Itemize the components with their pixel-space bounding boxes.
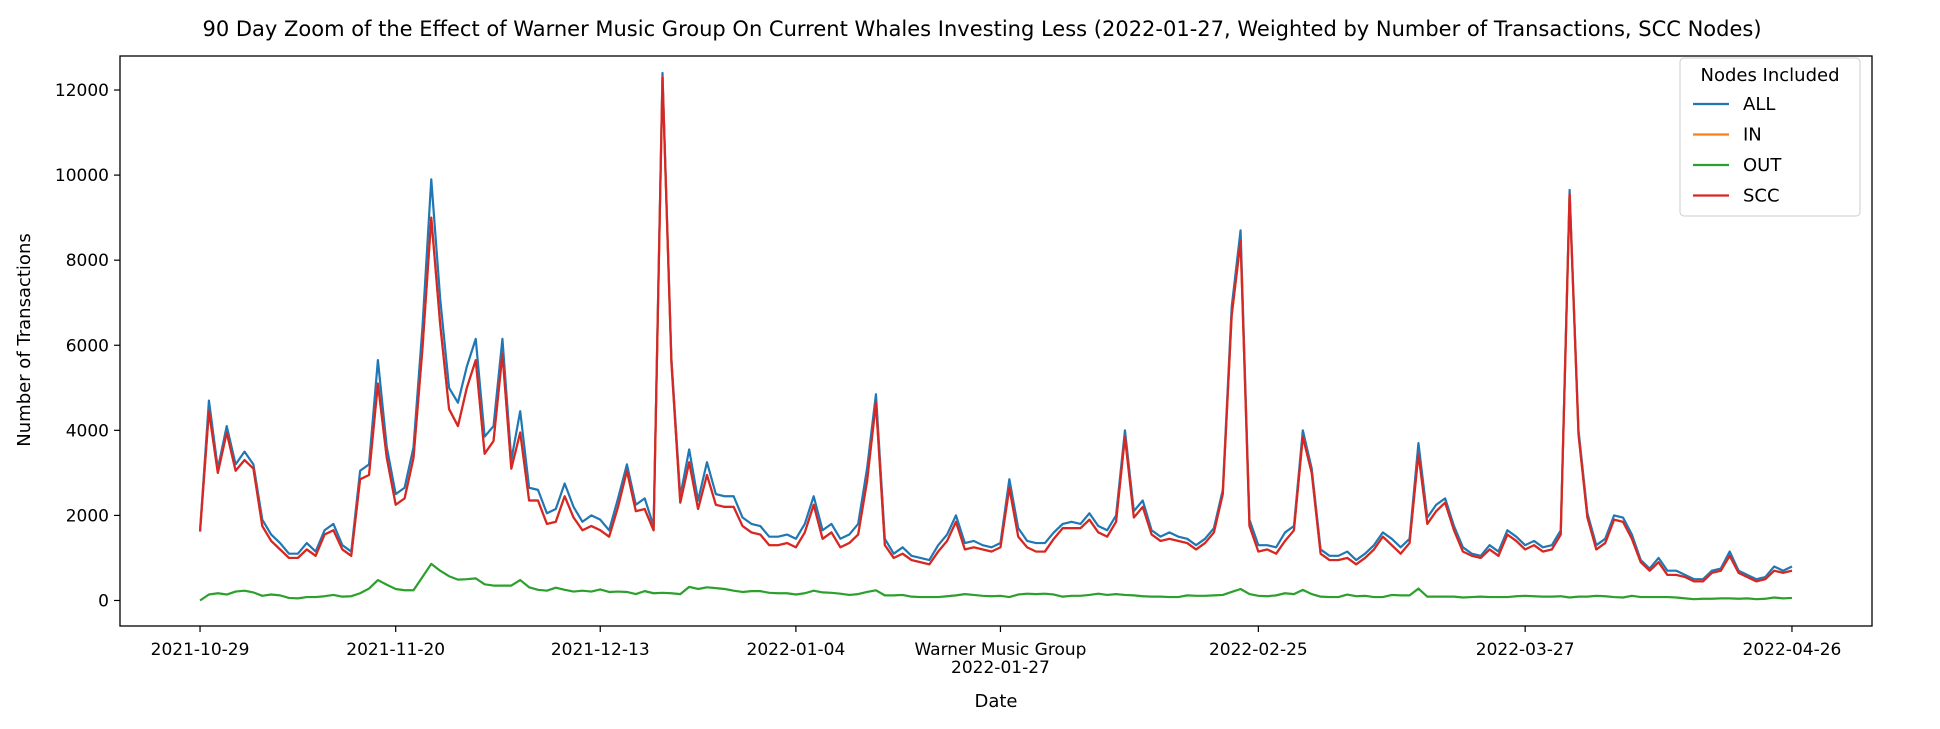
plot-area	[119, 55, 1873, 627]
legend-label-in: IN	[1743, 125, 1762, 146]
y-tick-label: 10000	[55, 166, 109, 186]
event-label: Warner Music Group	[914, 640, 1086, 660]
y-tick-label: 0	[98, 591, 109, 611]
y-tick-label: 4000	[66, 421, 109, 441]
legend-label-all: ALL	[1743, 94, 1775, 115]
event-date-label: 2022-01-27	[951, 658, 1050, 678]
series-layer	[198, 71, 1793, 602]
x-tick-label: 2022-03-27	[1476, 640, 1575, 660]
chart-title: 90 Day Zoom of the Effect of Warner Musi…	[202, 17, 1761, 41]
x-axis-label: Date	[974, 691, 1017, 712]
x-tick-label: 2021-12-13	[551, 640, 650, 660]
x-tick-label: 2021-11-20	[346, 640, 445, 660]
y-tick-label: 8000	[66, 251, 109, 271]
series-line-all	[198, 71, 1793, 581]
x-tick-label: 2022-02-25	[1209, 640, 1308, 660]
series-line-scc	[198, 76, 1793, 583]
legend-title: Nodes Included	[1700, 65, 1839, 86]
y-tick-label: 6000	[66, 336, 109, 356]
y-axis-label: Number of Transactions	[14, 233, 35, 446]
legend-box	[1679, 57, 1861, 217]
legend: Nodes Included ALL IN OUT SCC	[1679, 57, 1861, 217]
legend-label-out: OUT	[1743, 155, 1782, 176]
x-tick-label: 2022-01-04	[747, 640, 846, 660]
x-axis: 2021-10-29 2021-11-20 2021-12-13 2022-01-04…	[151, 626, 1842, 678]
y-tick-label: 12000	[55, 81, 109, 101]
y-tick-label: 2000	[66, 506, 109, 526]
legend-label-scc: SCC	[1743, 186, 1780, 207]
x-tick-label: 2021-10-29	[151, 640, 250, 660]
series-line-out	[199, 562, 1793, 602]
y-axis: 0 2000 4000 6000 8000 10000 12000	[55, 81, 120, 611]
x-tick-label: 2022-04-26	[1743, 640, 1842, 660]
